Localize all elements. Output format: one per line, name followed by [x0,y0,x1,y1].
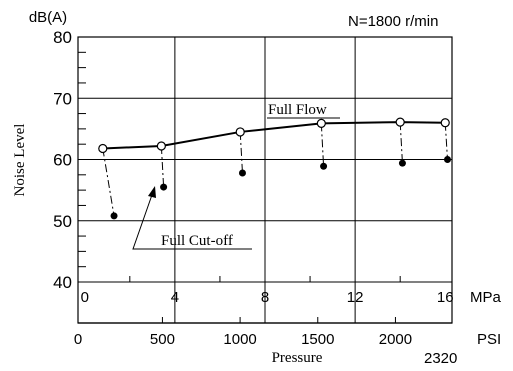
mpa-tick-label: 8 [261,289,269,306]
full-flow-point [440,118,450,128]
data-markers [98,117,451,220]
psi-tick-label: 0 [74,331,82,348]
psi-tick-label: 1000 [223,331,256,348]
series-label-full-cutoff: Full Cut-off [161,233,233,249]
full-cutoff-point [320,162,328,170]
psi-tick-labels: 0 500 1000 1500 2000 [74,317,412,348]
full-flow-point [98,143,108,154]
psi-tick-label: 500 [150,331,175,348]
chart-grid [78,36,452,323]
y-tick-label: 60 [53,151,72,170]
cutoff-connector-line [444,122,448,160]
full-flow-point [395,117,405,127]
series-lines [102,121,446,150]
cutoff-connector-line [399,122,403,164]
mpa-tick-label: 0 [81,289,89,306]
full-cutoff-point [238,169,246,177]
full-flow-point [235,127,245,137]
psi-end-label: 2320 [424,350,457,367]
mpa-tick-label: 4 [171,289,179,306]
psi-unit-label: PSI [477,331,501,348]
mpa-tick-label: 12 [347,289,364,306]
y-tick-label: 80 [53,28,72,47]
speed-annotation: N=1800 r/min [348,13,438,30]
psi-tick-label: 2000 [379,331,412,348]
cutoff-connector-line [239,131,243,174]
cutoff-connector-line [320,123,325,167]
mpa-tick-label: 16 [437,289,454,306]
y-axis-title: Noise Level [12,124,28,197]
mpa-tick-labels: 0 4 8 12 16 [81,289,454,306]
series-label-full-flow: Full Flow [268,102,327,118]
full-cutoff-point [110,212,118,220]
full-flow-line [102,121,446,150]
full-cutoff-point [160,183,168,191]
cutoff-connector-line [102,148,115,216]
full-flow-point [316,118,326,128]
cutoff-connector-line [160,145,165,188]
x-axis-title: Pressure [272,350,323,366]
mpa-unit-label: MPa [470,289,502,306]
y-tick-label: 50 [53,212,72,231]
y-tick-label: 40 [53,273,72,292]
flow-cutoff-connectors [102,122,448,216]
y-tick-labels: 40 50 60 70 80 [53,28,72,292]
full-cutoff-leader-line [132,191,160,250]
full-flow-point [156,141,166,151]
full-cutoff-arrowhead [148,186,156,198]
full-cutoff-point [443,156,451,163]
full-cutoff-point [398,159,406,167]
y-tick-label: 70 [53,89,72,108]
psi-tick-label: 1500 [301,331,334,348]
y-unit-label: dB(A) [29,9,67,26]
